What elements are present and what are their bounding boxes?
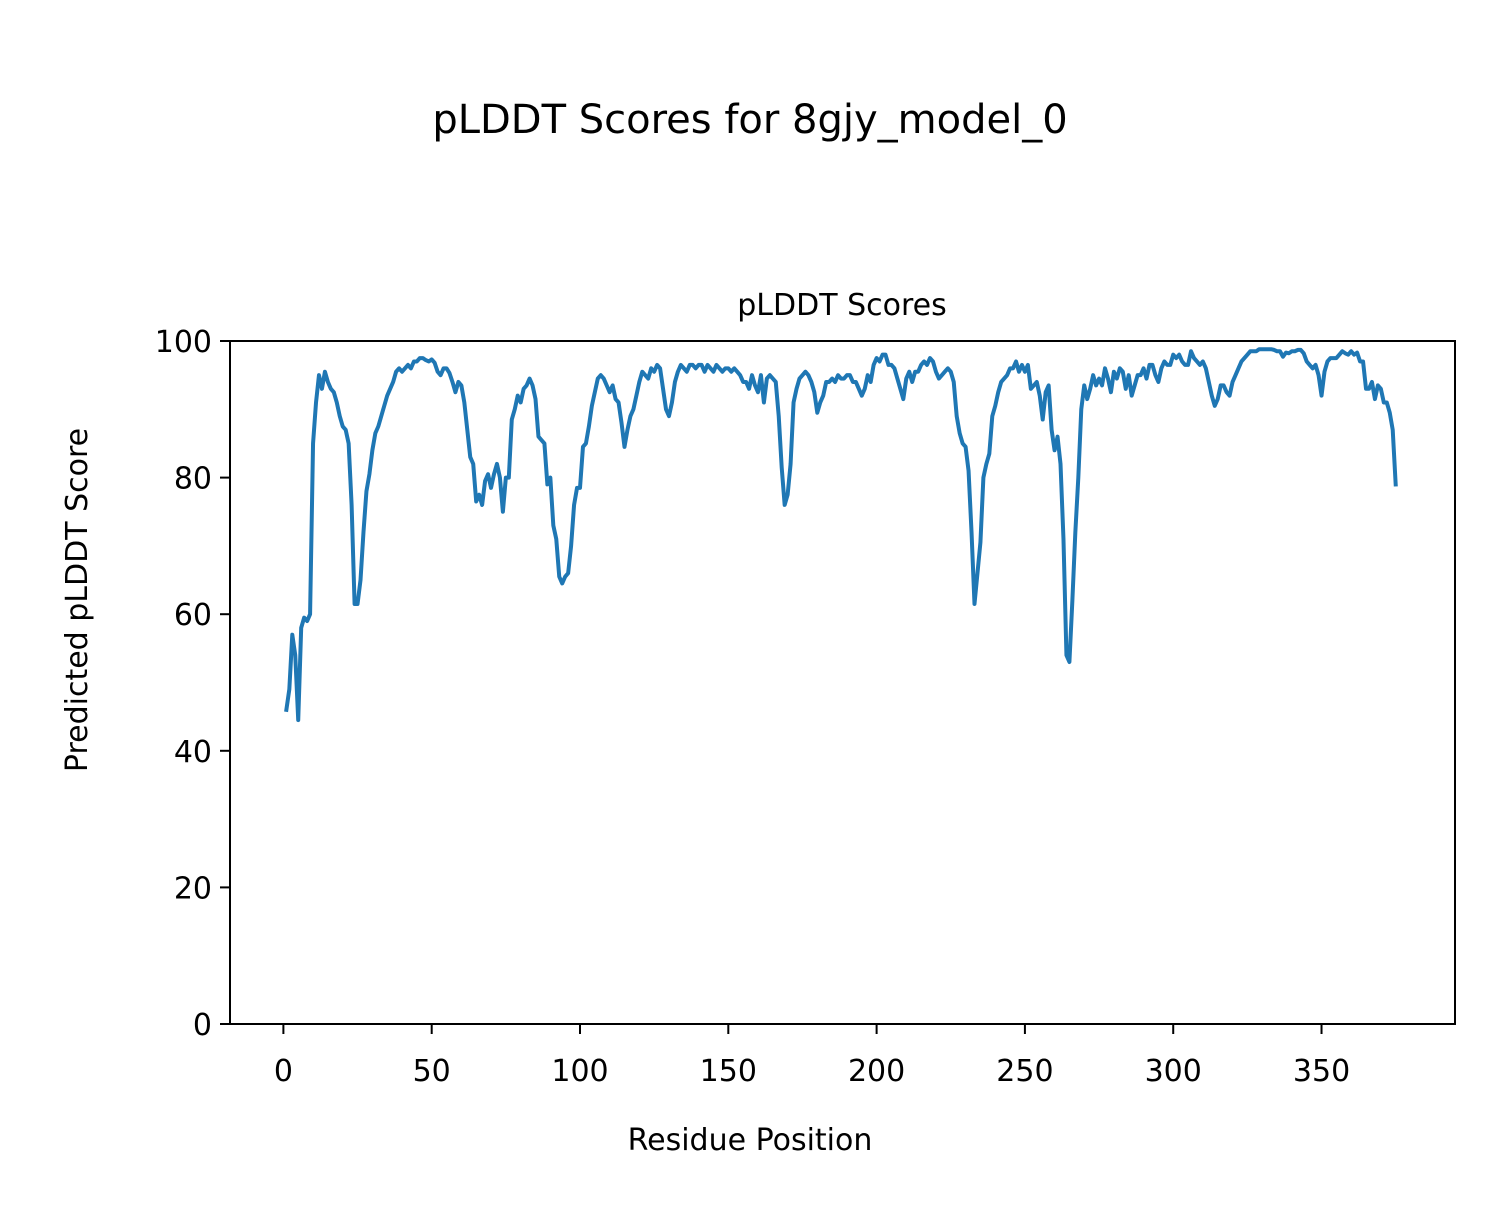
- y-tick-label: 20: [174, 871, 212, 906]
- y-tick-label: 60: [174, 598, 212, 633]
- x-tick-label: 0: [274, 1054, 293, 1089]
- x-tick-label: 200: [848, 1054, 905, 1089]
- x-tick-label: 250: [996, 1054, 1053, 1089]
- x-axis-ticks: 0 50 100 150 200 250 300 350: [274, 1024, 1350, 1089]
- y-axis-ticks: 0 20 40 60 80 100: [155, 325, 230, 1043]
- y-tick-label: 80: [174, 462, 212, 497]
- x-axis-label: Residue Position: [628, 1123, 873, 1158]
- y-tick-label: 100: [155, 325, 212, 360]
- x-tick-label: 350: [1293, 1054, 1350, 1089]
- x-tick-label: 100: [551, 1054, 608, 1089]
- y-tick-label: 0: [193, 1008, 212, 1043]
- plot-area-frame: [229, 340, 1456, 1025]
- x-tick-label: 300: [1145, 1054, 1202, 1089]
- x-tick-label: 150: [700, 1054, 757, 1089]
- figure-title: pLDDT Scores for 8gjy_model_0: [432, 97, 1067, 143]
- plddt-series-line: [284, 347, 1398, 723]
- x-tick-label: 50: [413, 1054, 451, 1089]
- y-axis-label: Predicted pLDDT Score: [60, 428, 95, 772]
- y-tick-label: 40: [174, 735, 212, 770]
- chart-title: pLDDT Scores: [737, 288, 946, 323]
